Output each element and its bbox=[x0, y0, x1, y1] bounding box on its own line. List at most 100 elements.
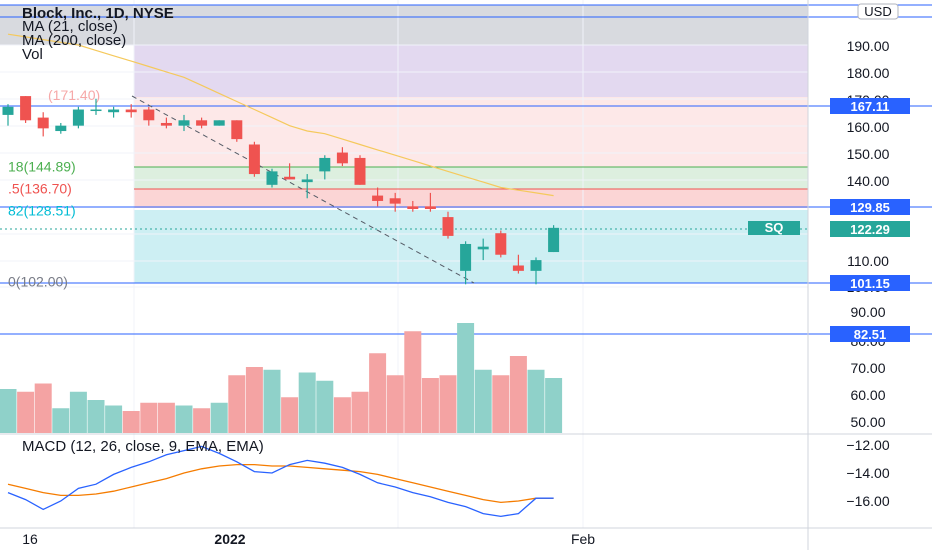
candle-body[interactable] bbox=[90, 109, 102, 112]
candle-body[interactable] bbox=[160, 122, 172, 126]
candle-body[interactable] bbox=[72, 109, 84, 126]
candle-body[interactable] bbox=[530, 260, 542, 271]
candle-body[interactable] bbox=[442, 217, 454, 236]
volume-bar[interactable] bbox=[457, 323, 475, 433]
candle-body[interactable] bbox=[266, 171, 278, 185]
price-tick-label: 160.00 bbox=[847, 119, 890, 135]
candle-body[interactable] bbox=[301, 179, 313, 183]
price-badge[interactable] bbox=[830, 199, 910, 215]
candle-body[interactable] bbox=[231, 120, 243, 140]
candle-body[interactable] bbox=[37, 117, 49, 129]
symbol-badge-label: SQ bbox=[765, 220, 784, 235]
candle-body[interactable] bbox=[424, 206, 436, 210]
price-tick-label: 70.00 bbox=[850, 360, 885, 376]
volume-bar[interactable] bbox=[52, 408, 70, 433]
volume-bar[interactable] bbox=[509, 356, 527, 433]
candle-body[interactable] bbox=[319, 157, 331, 172]
candle-body[interactable] bbox=[460, 243, 472, 271]
candle-body[interactable] bbox=[108, 109, 120, 113]
candle-body[interactable] bbox=[407, 206, 419, 210]
fib-zone-top bbox=[0, 5, 808, 45]
symbol-title[interactable]: Block, Inc., 1D, NYSE bbox=[22, 5, 174, 22]
candle-body[interactable] bbox=[354, 157, 366, 185]
price-badge-label: 129.85 bbox=[850, 200, 890, 215]
time-tick-label: 2022 bbox=[214, 531, 245, 547]
volume-bar[interactable] bbox=[140, 402, 158, 433]
volume-bar[interactable] bbox=[157, 402, 175, 433]
volume-bar[interactable] bbox=[281, 397, 299, 433]
price-badge[interactable] bbox=[830, 326, 910, 342]
volume-bar[interactable] bbox=[210, 402, 228, 433]
candle-body[interactable] bbox=[2, 106, 14, 115]
candle-body[interactable] bbox=[512, 265, 524, 271]
candle-body[interactable] bbox=[495, 233, 507, 255]
volume-bar[interactable] bbox=[193, 408, 211, 433]
candle-body[interactable] bbox=[372, 195, 384, 201]
volume-bar[interactable] bbox=[228, 375, 246, 433]
price-badge-label: 101.15 bbox=[850, 276, 890, 291]
price-badge-label: 167.11 bbox=[850, 99, 889, 114]
price-axis[interactable]: 190.00180.00170.00160.00150.00140.00110.… bbox=[830, 38, 910, 509]
candle-body[interactable] bbox=[548, 227, 560, 253]
volume-bar[interactable] bbox=[474, 369, 492, 433]
fib-label: (171.40) bbox=[48, 87, 100, 103]
price-badge-label: 122.29 bbox=[850, 222, 890, 237]
volume-bars bbox=[0, 323, 563, 434]
candle-body[interactable] bbox=[248, 144, 260, 175]
volume-bar[interactable] bbox=[527, 369, 545, 433]
symbol-badge[interactable] bbox=[748, 221, 800, 235]
volume-bar[interactable] bbox=[439, 375, 457, 433]
volume-bar[interactable] bbox=[351, 391, 369, 433]
volume-bar[interactable] bbox=[421, 378, 439, 433]
volume-bar[interactable] bbox=[333, 397, 351, 433]
volume-bar[interactable] bbox=[105, 405, 123, 434]
candle-body[interactable] bbox=[55, 125, 67, 132]
macd-legend[interactable]: MACD (12, 26, close, 9, EMA, EMA) bbox=[22, 438, 264, 455]
currency-badge[interactable] bbox=[857, 3, 899, 20]
volume-bar[interactable] bbox=[298, 372, 316, 434]
candle-body[interactable] bbox=[213, 120, 225, 126]
vol-legend[interactable]: Vol bbox=[22, 46, 43, 63]
volume-bar[interactable] bbox=[386, 375, 404, 433]
candle-body[interactable] bbox=[178, 120, 190, 126]
price-badge[interactable] bbox=[830, 275, 910, 291]
price-tick-label: 60.00 bbox=[850, 387, 885, 403]
volume-bar[interactable] bbox=[492, 375, 510, 433]
candle-body[interactable] bbox=[143, 109, 155, 121]
candle-body[interactable] bbox=[20, 96, 32, 121]
time-tick-label: Feb bbox=[571, 531, 595, 547]
candle-body[interactable] bbox=[336, 152, 348, 164]
volume-bar[interactable] bbox=[69, 391, 87, 433]
fib-zone-pink bbox=[134, 97, 808, 167]
trend-line[interactable] bbox=[131, 95, 475, 284]
candle-body[interactable] bbox=[196, 120, 208, 126]
volume-bar[interactable] bbox=[87, 400, 105, 433]
volume-bar[interactable] bbox=[34, 383, 52, 434]
volume-bar[interactable] bbox=[369, 353, 387, 433]
volume-bar[interactable] bbox=[263, 369, 281, 433]
volume-bar[interactable] bbox=[122, 411, 140, 433]
volume-bar[interactable] bbox=[0, 389, 17, 433]
volume-bar[interactable] bbox=[175, 405, 193, 434]
candle-body[interactable] bbox=[284, 176, 296, 180]
candle-body[interactable] bbox=[125, 109, 137, 113]
volume-bar[interactable] bbox=[545, 378, 563, 433]
ma21-legend[interactable]: MA (21, close) bbox=[22, 18, 118, 35]
price-badge[interactable] bbox=[830, 98, 910, 114]
volume-bar[interactable] bbox=[17, 391, 35, 433]
ma200-line bbox=[7, 33, 554, 197]
macd-tick-label: −14.00 bbox=[846, 465, 889, 481]
price-tick-label: 140.00 bbox=[847, 173, 890, 189]
volume-bar[interactable] bbox=[404, 331, 422, 433]
ma200-legend[interactable]: MA (200, close) bbox=[22, 32, 126, 49]
price-badge[interactable] bbox=[830, 221, 910, 237]
fib-label: 18(144.89) bbox=[8, 158, 76, 174]
candle-body[interactable] bbox=[477, 246, 489, 250]
price-tick-label: 90.00 bbox=[850, 304, 885, 320]
macd-tick-label: −12.00 bbox=[846, 437, 889, 453]
volume-bar[interactable] bbox=[316, 380, 334, 433]
volume-bar[interactable] bbox=[245, 367, 263, 433]
time-axis[interactable]: 16 2022 Feb bbox=[22, 531, 595, 547]
candle-body[interactable] bbox=[389, 198, 401, 204]
